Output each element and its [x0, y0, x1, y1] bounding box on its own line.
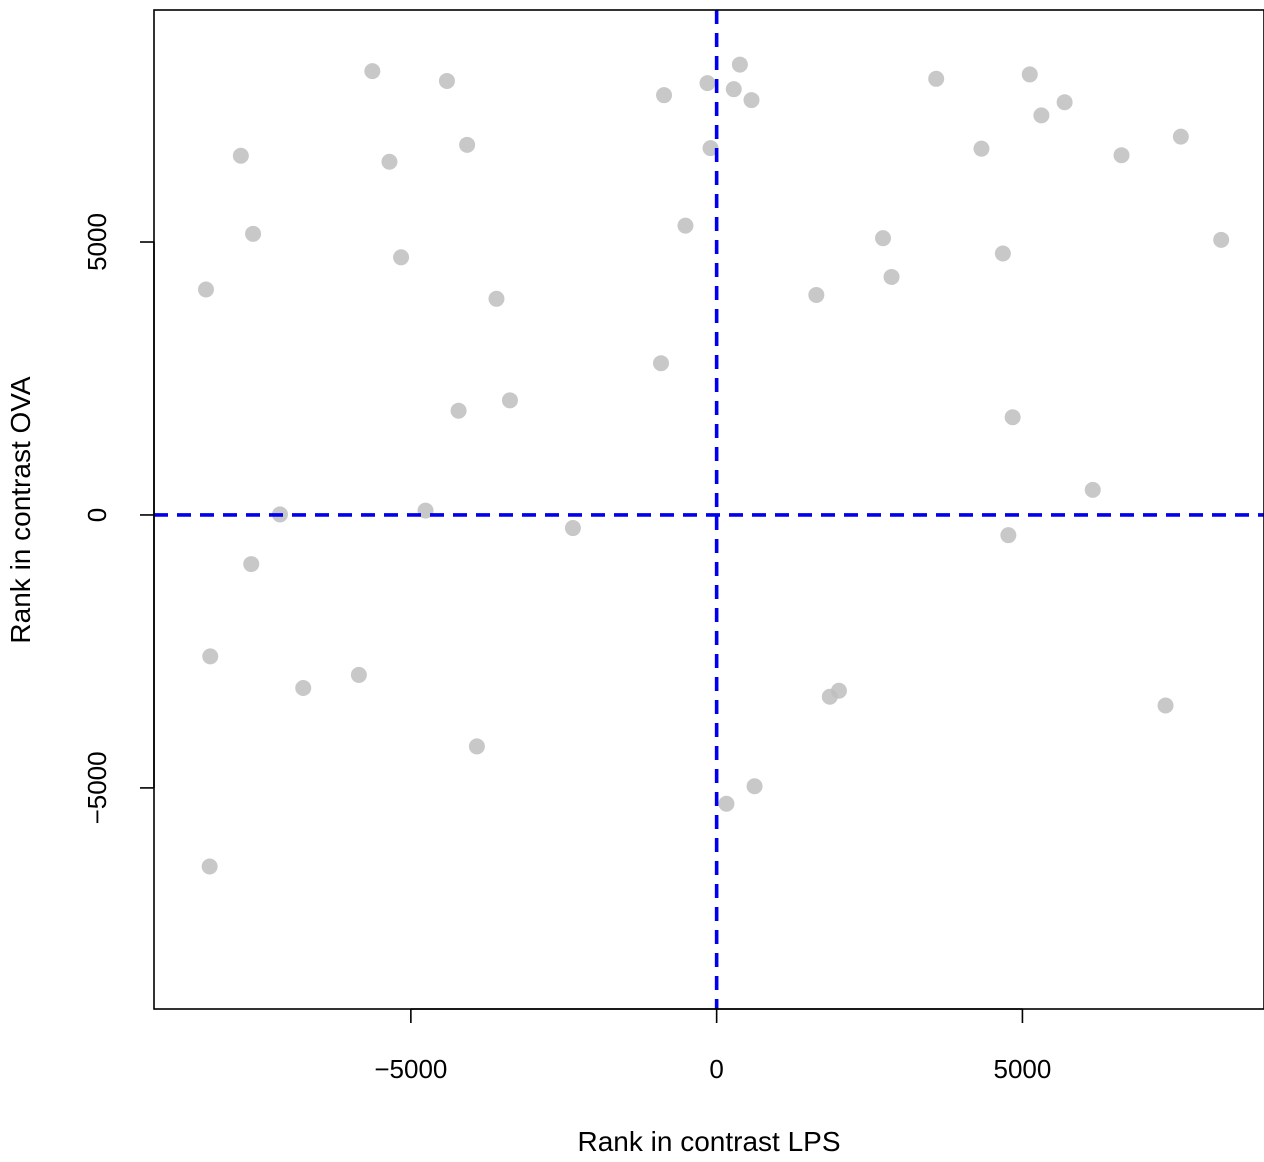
data-point [1056, 94, 1073, 111]
x-axis: −5000 0 5000 [374, 1008, 1052, 1084]
data-point [393, 249, 410, 266]
data-point [1157, 697, 1174, 714]
data-point [488, 290, 505, 307]
data-point [702, 140, 719, 157]
data-point [243, 556, 260, 573]
x-tick-label: 0 [709, 1054, 723, 1084]
data-point [1084, 481, 1101, 498]
reference-lines [154, 10, 1264, 1009]
points-layer [197, 56, 1230, 875]
y-tick-label: 5000 [82, 213, 112, 271]
x-tick-label: −5000 [374, 1054, 447, 1084]
x-tick-label: 5000 [994, 1054, 1052, 1084]
y-axis: −5000 0 5000 [82, 213, 155, 824]
data-point [1000, 527, 1017, 544]
data-point [743, 92, 760, 109]
data-point [928, 70, 945, 87]
data-point [1172, 128, 1189, 145]
data-point [731, 56, 748, 73]
data-point [245, 225, 262, 242]
data-point [874, 230, 891, 247]
data-point [350, 666, 367, 683]
data-point [1113, 147, 1130, 164]
data-point [1033, 107, 1050, 124]
data-point [381, 153, 398, 170]
data-point [417, 502, 434, 519]
y-tick-label: −5000 [82, 751, 112, 824]
data-point [364, 63, 381, 80]
data-point [202, 648, 219, 665]
data-point [201, 858, 218, 875]
data-point [746, 778, 763, 795]
data-point [656, 87, 673, 104]
data-point [450, 402, 467, 419]
data-point [883, 268, 900, 285]
y-tick-label: 0 [82, 508, 112, 522]
data-point [725, 81, 742, 98]
data-point [973, 140, 990, 157]
data-point [295, 680, 312, 697]
data-point [501, 392, 518, 409]
data-point [1213, 231, 1230, 248]
data-point [438, 72, 455, 89]
data-point [808, 286, 825, 303]
data-point [468, 738, 485, 755]
data-point [197, 281, 214, 298]
data-point [564, 520, 581, 537]
data-point [652, 355, 669, 372]
data-point [1004, 409, 1021, 426]
data-point [718, 795, 735, 812]
data-point [1021, 66, 1038, 83]
y-axis-label: Rank in contrast OVA [5, 376, 36, 643]
data-point [677, 217, 694, 234]
data-point [699, 75, 716, 92]
data-point [459, 136, 476, 153]
data-point [232, 147, 249, 164]
data-point [830, 682, 847, 699]
x-axis-label: Rank in contrast LPS [577, 1126, 840, 1157]
data-point [994, 245, 1011, 262]
